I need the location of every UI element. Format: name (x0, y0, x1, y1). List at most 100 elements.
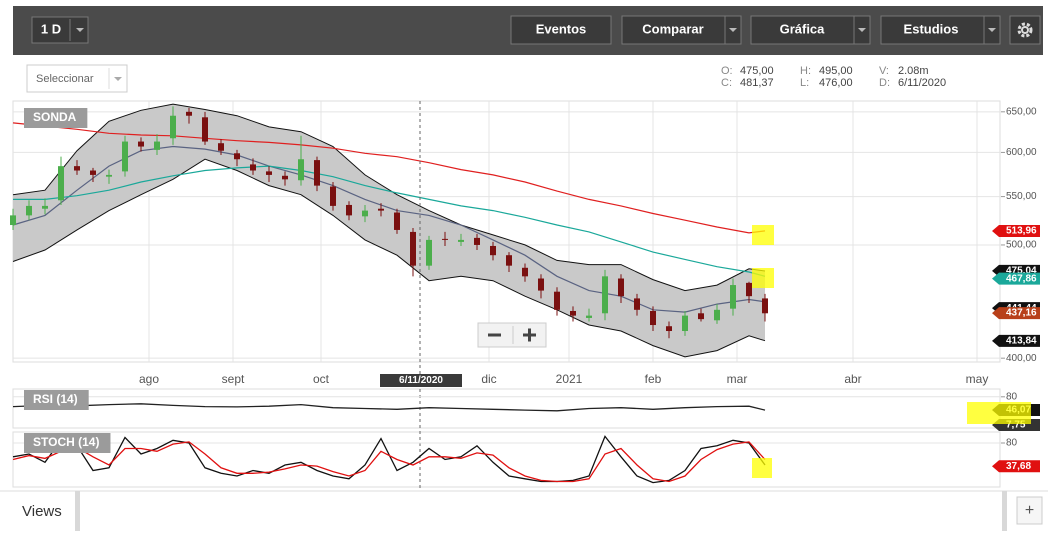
indicator-line (12, 441, 766, 483)
candle-body (346, 204, 352, 216)
quote-label: O: (721, 65, 733, 77)
x-tick-label: ago (139, 372, 159, 386)
x-tick-label: sept (222, 372, 245, 386)
y-tick-label: 650,00 (1006, 106, 1037, 117)
crosshair-box (380, 374, 462, 387)
candle-body (698, 313, 704, 320)
y-tick-label: 400,00 (1006, 353, 1037, 364)
candle-body (458, 239, 464, 242)
rsi-panel (12, 388, 1001, 429)
interval: 1 D (41, 21, 61, 36)
highlight (752, 225, 774, 245)
y-tick-label: 80 (1006, 438, 1018, 449)
price-tag-label: 467,86 (1006, 273, 1037, 284)
candle-body (554, 291, 560, 310)
candle-body (570, 310, 576, 316)
price-tag (992, 307, 1040, 320)
x-tick-label: feb (645, 372, 662, 386)
candle-body (234, 153, 240, 160)
candle-body (202, 117, 208, 142)
candle-body (650, 310, 656, 326)
x-tick-label: dic (481, 372, 496, 386)
select-box (26, 64, 128, 93)
button-label: Estudios (904, 21, 959, 36)
candle-body (682, 315, 688, 332)
interval-button[interactable]: 1 D (31, 16, 89, 44)
add-label: + (1025, 502, 1034, 519)
indicator-line (12, 403, 766, 412)
candle-body (746, 282, 752, 297)
quote-label: H: (800, 65, 811, 77)
button-box (880, 15, 1001, 45)
candle-body (90, 170, 96, 175)
candle-body (394, 212, 400, 230)
candle-body (602, 276, 608, 314)
tab-edge (1002, 491, 1007, 531)
panel-title-box (24, 433, 111, 453)
candle-body (138, 141, 144, 147)
views-tab[interactable]: Views (22, 503, 62, 520)
candle-body (522, 267, 528, 277)
moving-average (13, 165, 766, 277)
candle-body (586, 315, 592, 318)
stoch-panel (12, 431, 1001, 488)
y-tick-label: 600,00 (1006, 147, 1037, 158)
candle-body (266, 171, 272, 175)
candle-body (282, 175, 288, 180)
indicator-line (12, 435, 766, 484)
candle-body (170, 115, 176, 139)
quote-value: 2.08m (898, 65, 929, 77)
add-button[interactable] (1016, 496, 1043, 525)
candle-body (106, 174, 112, 177)
x-tick-label: may (966, 372, 989, 386)
quote-value: 475,00 (740, 65, 774, 77)
bollinger-band (13, 104, 765, 357)
candle-body (186, 111, 192, 116)
button-box (750, 15, 871, 45)
candle-body (250, 164, 256, 171)
price-tag (992, 460, 1040, 473)
panel-title-box (24, 390, 89, 410)
button-label: Eventos (536, 21, 587, 36)
highlight (967, 402, 1031, 424)
gear-hub (1021, 26, 1029, 34)
candle-body (442, 238, 448, 240)
tab-edge (75, 491, 80, 531)
price-tag (992, 272, 1040, 285)
compare-button[interactable]: Comparar (621, 15, 742, 45)
candle-body (314, 160, 320, 186)
y-tick-label: 500,00 (1006, 240, 1037, 251)
settings-button[interactable] (1009, 15, 1041, 45)
highlight (752, 268, 774, 288)
caret (114, 77, 122, 81)
candle-body (730, 285, 736, 309)
panel-title: SONDA (33, 110, 77, 124)
chart-button[interactable]: Gráfica (750, 15, 871, 45)
price-tag-label: 413,84 (1006, 336, 1037, 347)
zoom-controls (477, 322, 547, 348)
studies-button[interactable]: Estudios (880, 15, 1001, 45)
price-tag-label: 437,16 (1006, 308, 1037, 319)
candle-body (26, 205, 32, 216)
candle-body (298, 159, 304, 181)
x-tick-label: 2021 (556, 372, 583, 386)
quote-label: L: (800, 77, 809, 89)
events-button[interactable]: Eventos (510, 15, 612, 45)
candle-body (410, 231, 416, 266)
price-tag-label: 475,04 (1006, 266, 1037, 277)
candle-body (58, 166, 64, 201)
price-tag-label: 37,68 (1006, 461, 1031, 472)
candle-body (506, 255, 512, 266)
candle-body (154, 141, 160, 150)
selector[interactable]: Seleccionar (26, 64, 128, 93)
quote-label: V: (879, 65, 889, 77)
candle-body (10, 215, 16, 226)
button-box (1009, 15, 1041, 45)
candle-body (666, 326, 672, 332)
caret (988, 28, 996, 32)
button-label: Gráfica (780, 21, 826, 36)
caret (729, 28, 737, 32)
quote-value: 495,00 (819, 65, 853, 77)
band-lower (12, 158, 766, 358)
